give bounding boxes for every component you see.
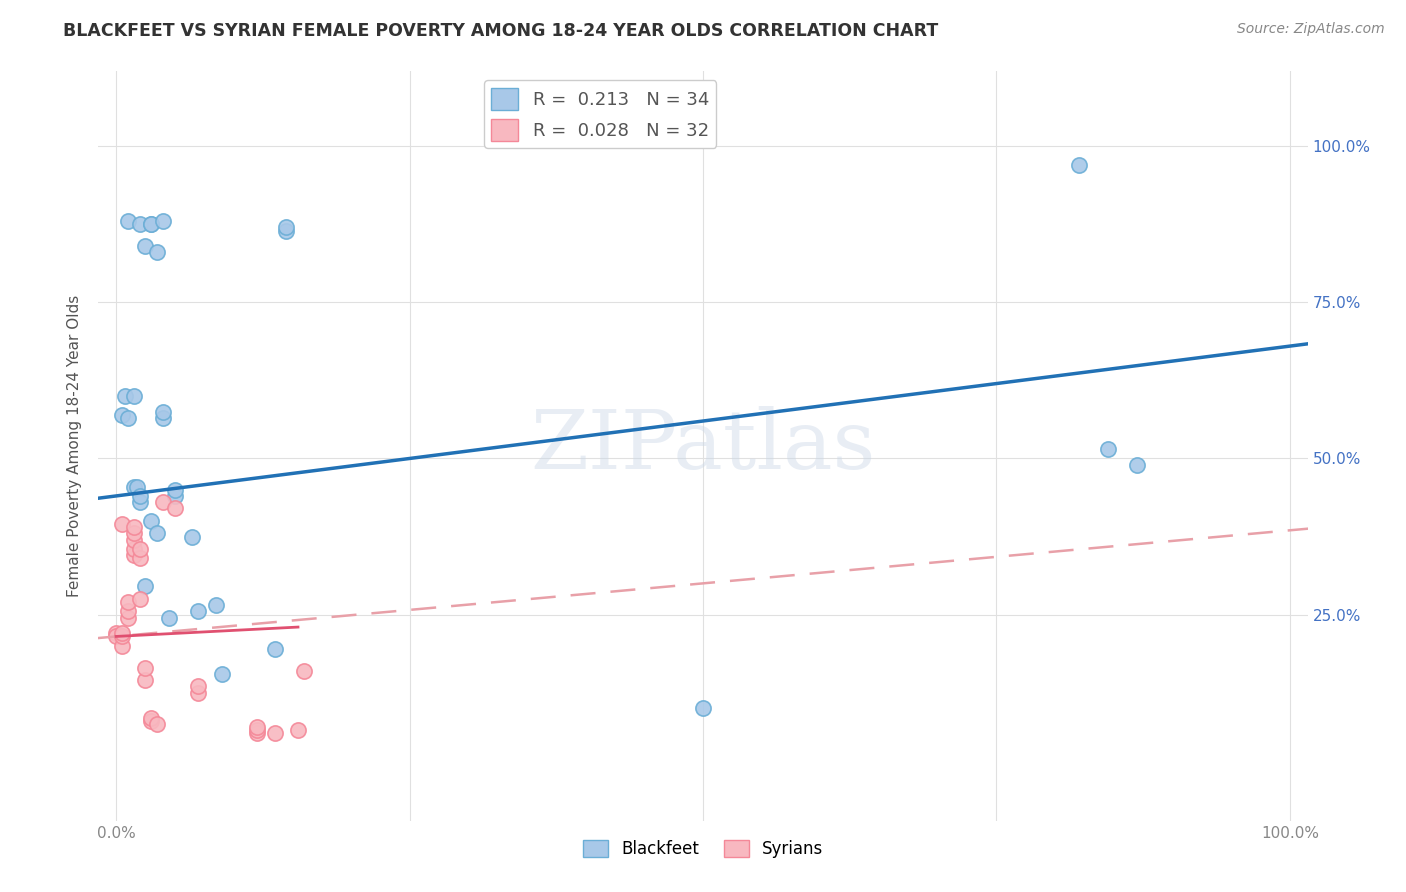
Point <box>1126 458 1149 472</box>
Point <box>122 548 145 563</box>
Point <box>122 533 145 547</box>
Point <box>128 592 150 607</box>
Point <box>111 630 134 644</box>
Point <box>292 664 315 678</box>
Point <box>211 667 233 681</box>
Point <box>128 542 150 557</box>
Point <box>111 626 134 640</box>
Point <box>117 611 139 625</box>
Point <box>146 717 169 731</box>
Point <box>111 408 134 422</box>
Point <box>163 489 186 503</box>
Point <box>122 480 145 494</box>
Point <box>152 495 174 509</box>
Point <box>122 389 145 403</box>
Legend: Blackfeet, Syrians: Blackfeet, Syrians <box>576 833 830 864</box>
Point <box>152 214 174 228</box>
Point <box>146 526 169 541</box>
Point <box>1067 158 1090 172</box>
Point <box>141 714 163 728</box>
Point <box>152 405 174 419</box>
Point <box>157 611 180 625</box>
Point <box>187 680 209 694</box>
Point <box>152 411 174 425</box>
Y-axis label: Female Poverty Among 18-24 Year Olds: Female Poverty Among 18-24 Year Olds <box>67 295 83 597</box>
Point <box>117 595 139 609</box>
Point <box>117 214 139 228</box>
Point <box>287 723 309 737</box>
Text: Source: ZipAtlas.com: Source: ZipAtlas.com <box>1237 22 1385 37</box>
Point <box>111 639 134 653</box>
Point <box>246 723 269 737</box>
Point <box>127 480 149 494</box>
Point <box>128 551 150 566</box>
Point <box>128 495 150 509</box>
Point <box>128 217 150 231</box>
Point <box>128 489 150 503</box>
Point <box>122 542 145 557</box>
Point <box>134 660 156 675</box>
Point <box>134 673 156 688</box>
Point <box>246 726 269 740</box>
Point <box>187 686 209 700</box>
Point <box>163 483 186 497</box>
Text: BLACKFEET VS SYRIAN FEMALE POVERTY AMONG 18-24 YEAR OLDS CORRELATION CHART: BLACKFEET VS SYRIAN FEMALE POVERTY AMONG… <box>63 22 939 40</box>
Point <box>1097 442 1119 457</box>
Point <box>114 389 136 403</box>
Point <box>276 223 298 237</box>
Point <box>141 514 163 528</box>
Point <box>134 580 156 594</box>
Point <box>146 245 169 260</box>
Point <box>105 630 128 644</box>
Point <box>276 220 298 235</box>
Point <box>134 239 156 253</box>
Point <box>122 520 145 534</box>
Point <box>141 217 163 231</box>
Point <box>263 726 285 740</box>
Point <box>204 599 226 613</box>
Point <box>163 501 186 516</box>
Point <box>692 701 714 715</box>
Point <box>181 530 204 544</box>
Point <box>117 411 139 425</box>
Point <box>263 642 285 657</box>
Text: ZIPatlas: ZIPatlas <box>530 406 876 486</box>
Point <box>246 720 269 734</box>
Point <box>141 710 163 724</box>
Point <box>141 217 163 231</box>
Point <box>187 605 209 619</box>
Point <box>111 517 134 532</box>
Point <box>117 605 139 619</box>
Point <box>122 526 145 541</box>
Point <box>105 626 128 640</box>
